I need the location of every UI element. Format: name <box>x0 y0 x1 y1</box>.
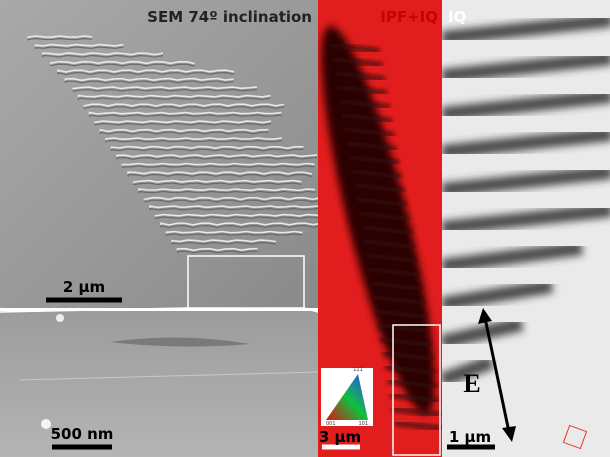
scale-label: 2 µm <box>63 278 105 296</box>
ripple <box>167 232 303 234</box>
particle <box>41 419 51 429</box>
sem-image <box>0 0 318 308</box>
scale-label: 3 µm <box>319 428 361 446</box>
field-label: E <box>463 369 480 398</box>
scale-label: 500 nm <box>51 425 114 443</box>
legend-label: 111 <box>353 367 363 373</box>
legend-label: 001 <box>326 421 336 427</box>
figure: SEM 74º inclination 2 µm 500 nm IPF+IQ 1… <box>0 0 610 457</box>
scale-label: 1 µm <box>449 428 491 446</box>
iq-title: IQ <box>448 8 466 26</box>
sem-inset <box>0 310 318 457</box>
particle <box>56 314 64 322</box>
sem-title: SEM 74º inclination <box>147 8 312 26</box>
ipf-title: IPF+IQ <box>380 8 438 26</box>
legend-label: 101 <box>358 421 368 427</box>
